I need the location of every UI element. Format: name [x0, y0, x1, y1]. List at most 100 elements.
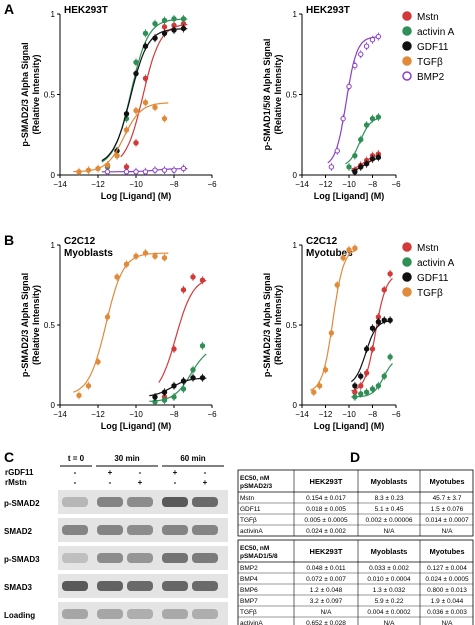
y-axis-label-units: (Relative Intensity) — [273, 54, 283, 134]
data-point — [180, 287, 187, 293]
data-point — [334, 282, 340, 288]
table-cell: 1.9 ± 0.044 — [431, 598, 464, 605]
data-point — [375, 114, 382, 120]
data-point — [352, 152, 358, 159]
y-tick-label: 0.5 — [44, 91, 56, 100]
table-cell: N/A — [442, 528, 454, 535]
data-point — [316, 383, 323, 389]
series-TGFβ — [73, 249, 169, 400]
x-tick-label: −6 — [207, 180, 217, 189]
table-header-cell: Myotubes — [429, 477, 464, 486]
legend-marker — [402, 287, 412, 297]
data-point — [375, 154, 382, 160]
data-point — [363, 122, 370, 128]
blot-band — [127, 581, 153, 591]
blot-band — [162, 497, 188, 507]
data-point — [123, 127, 130, 133]
legend-4: Mstn activin A GDF11 TGFβ — [402, 242, 455, 299]
data-point — [180, 165, 187, 172]
legend-label: GDF11 — [417, 42, 449, 53]
data-point — [363, 346, 370, 352]
y-axis-label: p-SMAD2/3 Alpha Signal — [262, 273, 272, 377]
data-point — [180, 378, 187, 384]
data-point — [133, 107, 139, 114]
data-point — [352, 62, 358, 69]
table-cell: 0.033 ± 0.002 — [369, 565, 409, 572]
data-point — [340, 255, 346, 261]
y-tick-label: 1 — [293, 241, 298, 250]
x-axis-label: Log [Ligand] (M) — [314, 421, 384, 431]
table-cell: 1.2 ± 0.048 — [310, 587, 343, 594]
table-cell: BMP2 — [240, 565, 258, 572]
data-point — [363, 389, 370, 395]
data-point — [340, 115, 346, 122]
data-point — [328, 330, 335, 336]
blot-band — [192, 525, 218, 535]
legend-label: Mstn — [417, 243, 439, 254]
data-point — [142, 75, 149, 82]
data-point — [161, 17, 168, 24]
blot-row-label: SMAD2 — [4, 527, 33, 536]
panel-label-B: B — [4, 232, 14, 248]
series-GDF11 — [149, 373, 207, 401]
y-axis-label: p-SMAD2/3 Alpha Signal — [20, 273, 30, 377]
table-cell: 1.3 ± 0.032 — [373, 587, 406, 594]
data-point — [114, 152, 120, 159]
data-point — [381, 317, 387, 323]
panel-labels: A B C D — [4, 1, 360, 465]
data-point — [161, 115, 168, 122]
data-point — [104, 162, 111, 169]
table-cell: TGFβ — [240, 517, 257, 524]
condition-sign: - — [139, 468, 142, 477]
y-tick-label: 0.5 — [44, 321, 56, 330]
data-point — [142, 30, 149, 37]
x-axis-label: Log [Ligand] (M) — [101, 191, 171, 201]
legend-label: TGFβ — [417, 288, 443, 299]
data-point — [133, 253, 139, 259]
data-point — [375, 33, 382, 40]
x-tick-label: −10 — [342, 410, 356, 419]
data-point — [352, 383, 358, 389]
data-point — [161, 167, 168, 173]
x-tick-label: −10 — [342, 180, 356, 189]
table-cell: N/A — [321, 609, 333, 616]
table-cell: 8.3 ± 0.23 — [375, 495, 404, 502]
y-tick-label: 1 — [51, 10, 56, 19]
cell-label: HEK293T — [306, 5, 350, 16]
data-point — [387, 317, 393, 323]
time-label: 60 min — [180, 454, 205, 463]
condition-sign: + — [108, 468, 113, 477]
cell-label-sub: Myoblasts — [64, 248, 113, 259]
table-header-cell: pSMAD1/5/8 — [240, 553, 278, 560]
table-cell: GDF11 — [240, 506, 261, 513]
data-point — [363, 43, 370, 49]
data-point — [369, 37, 376, 43]
data-point — [358, 51, 364, 57]
condition-sign: + — [138, 478, 143, 487]
fit-curve — [327, 36, 381, 164]
legend-marker — [402, 242, 412, 252]
series-BMP2 — [327, 32, 382, 171]
series-Mstn — [158, 273, 207, 401]
condition-label: rGDF11 — [5, 468, 34, 477]
x-tick-label: −14 — [295, 410, 309, 419]
y-tick-label: 0.5 — [286, 91, 298, 100]
fit-curve — [149, 353, 207, 402]
data-point — [358, 383, 364, 389]
blot-band — [192, 609, 218, 619]
y-tick-label: 1 — [293, 10, 298, 19]
condition-label: rMstn — [5, 478, 27, 487]
data-point — [199, 277, 206, 283]
data-point — [358, 164, 364, 170]
x-tick-label: −6 — [207, 410, 217, 419]
data-point — [190, 367, 196, 373]
data-point — [123, 169, 130, 175]
legend-label: TGFβ — [417, 57, 443, 68]
condition-sign: + — [203, 478, 208, 487]
series-GDF11 — [351, 153, 382, 176]
data-point — [161, 30, 168, 37]
data-point — [375, 319, 382, 325]
table-header-cell: HEK293T — [310, 477, 343, 486]
blot-band — [127, 497, 153, 507]
